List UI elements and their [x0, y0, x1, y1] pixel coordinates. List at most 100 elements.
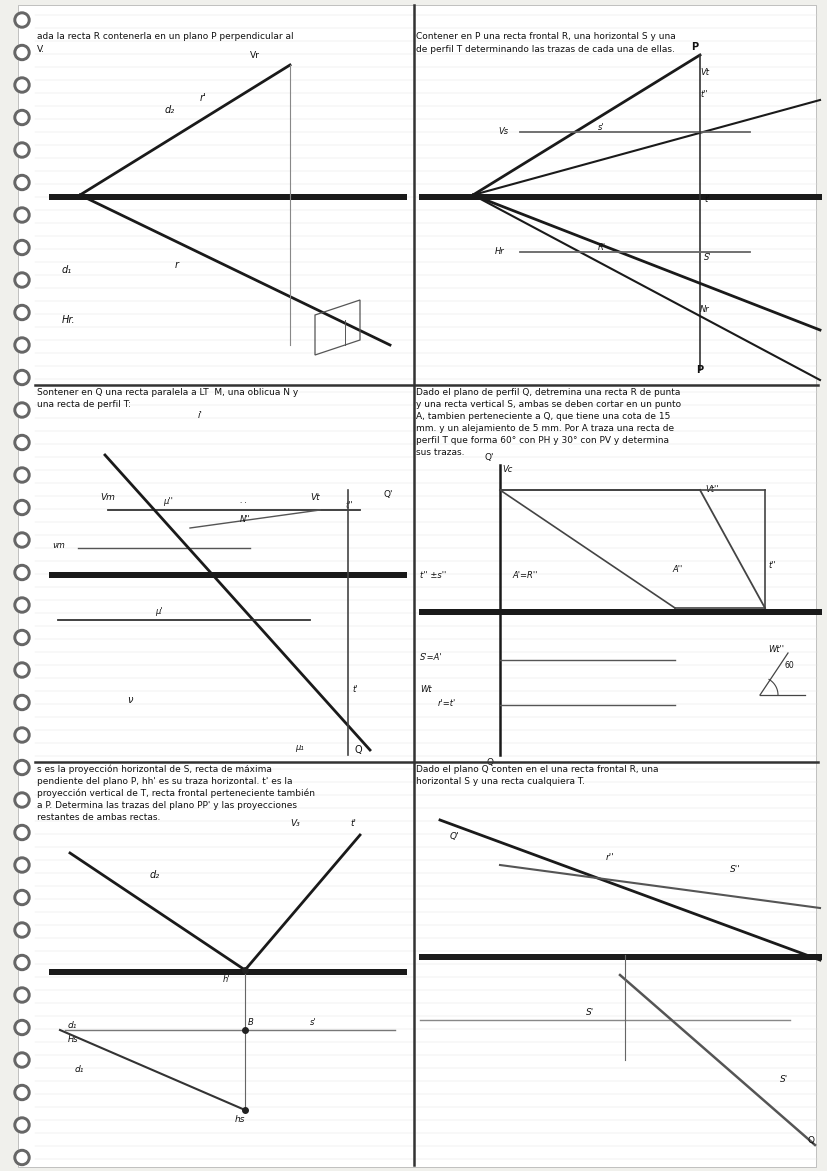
Text: d₁: d₁ — [75, 1066, 84, 1075]
Text: μ': μ' — [155, 607, 162, 616]
Text: ν: ν — [127, 696, 132, 705]
Text: μ₁: μ₁ — [294, 744, 304, 753]
Text: a P. Determina las trazas del plano PP' y las proyecciones: a P. Determina las trazas del plano PP' … — [37, 801, 297, 810]
Text: d₁: d₁ — [62, 265, 72, 275]
Text: Vs: Vs — [497, 128, 508, 137]
Circle shape — [14, 44, 30, 61]
Circle shape — [14, 1084, 30, 1101]
Text: Q': Q' — [383, 491, 393, 500]
Circle shape — [17, 1152, 27, 1163]
Text: S'': S'' — [729, 865, 740, 875]
Circle shape — [14, 987, 30, 1004]
Circle shape — [14, 760, 30, 775]
Text: h': h' — [222, 975, 230, 984]
Text: N'': N'' — [240, 515, 251, 525]
Text: Hs: Hs — [68, 1035, 79, 1045]
Circle shape — [14, 954, 30, 971]
Text: Dado el plano de perfil Q, detremina una recta R de punta: Dado el plano de perfil Q, detremina una… — [415, 388, 680, 397]
Text: de perfil T determinando las trazas de cada una de ellas.: de perfil T determinando las trazas de c… — [415, 44, 674, 54]
Circle shape — [14, 467, 30, 482]
Text: νm: νm — [52, 541, 65, 549]
Circle shape — [17, 958, 27, 967]
Text: Q: Q — [807, 1136, 814, 1144]
Text: 60: 60 — [784, 660, 794, 670]
Text: r'=t': r'=t' — [437, 698, 456, 707]
Circle shape — [17, 1022, 27, 1033]
Text: B: B — [248, 1018, 253, 1027]
Text: Hr.: Hr. — [62, 315, 75, 326]
Text: d₂: d₂ — [150, 870, 160, 879]
Circle shape — [17, 665, 27, 674]
Text: sus trazas.: sus trazas. — [415, 448, 464, 457]
Circle shape — [17, 568, 27, 577]
Text: t': t' — [351, 685, 357, 694]
Text: t': t' — [703, 196, 709, 205]
Circle shape — [17, 502, 27, 513]
Circle shape — [17, 15, 27, 25]
Text: Wt'': Wt'' — [767, 645, 783, 655]
Circle shape — [14, 890, 30, 905]
Circle shape — [17, 892, 27, 903]
Text: r'': r'' — [605, 854, 614, 863]
Circle shape — [14, 1052, 30, 1068]
Circle shape — [17, 470, 27, 480]
Circle shape — [17, 1088, 27, 1097]
Text: Nr: Nr — [699, 306, 709, 315]
Circle shape — [14, 12, 30, 28]
Circle shape — [14, 532, 30, 548]
Text: y una recta vertical S, ambas se deben cortar en un punto: y una recta vertical S, ambas se deben c… — [415, 400, 681, 409]
Circle shape — [14, 1117, 30, 1134]
Circle shape — [17, 210, 27, 220]
Circle shape — [17, 80, 27, 90]
Text: Vc: Vc — [501, 465, 512, 474]
Text: i': i' — [198, 411, 203, 419]
Text: Vt: Vt — [309, 493, 319, 502]
Circle shape — [14, 1020, 30, 1035]
Circle shape — [17, 242, 27, 253]
Text: Hr: Hr — [495, 247, 504, 256]
Text: s es la proyección horizontal de S, recta de máxima: s es la proyección horizontal de S, rect… — [37, 765, 271, 774]
Circle shape — [14, 1150, 30, 1165]
Text: d₁: d₁ — [68, 1020, 77, 1029]
Text: Wt: Wt — [419, 685, 431, 694]
Circle shape — [17, 762, 27, 773]
Circle shape — [14, 824, 30, 841]
Text: Q: Q — [355, 745, 362, 755]
Text: hs: hs — [235, 1115, 245, 1124]
Text: restantes de ambas rectas.: restantes de ambas rectas. — [37, 813, 160, 822]
Circle shape — [14, 564, 30, 581]
Text: pendiente del plano P, hh' es su traza horizontal. t' es la: pendiente del plano P, hh' es su traza h… — [37, 778, 292, 786]
Text: d₂: d₂ — [165, 105, 175, 115]
Text: s': s' — [309, 1018, 316, 1027]
Circle shape — [17, 698, 27, 707]
Text: V₃: V₃ — [289, 819, 299, 828]
Circle shape — [17, 730, 27, 740]
Text: Q': Q' — [484, 453, 494, 463]
Circle shape — [14, 110, 30, 125]
Circle shape — [14, 792, 30, 808]
Text: perfil T que forma 60° con PH y 30° con PV y determina: perfil T que forma 60° con PH y 30° con … — [415, 436, 668, 445]
Circle shape — [14, 597, 30, 612]
Circle shape — [14, 240, 30, 255]
Circle shape — [17, 405, 27, 415]
Circle shape — [14, 337, 30, 352]
Circle shape — [14, 922, 30, 938]
Text: S': S' — [586, 1008, 594, 1016]
Text: · ·: · · — [240, 500, 246, 506]
Circle shape — [14, 370, 30, 385]
Text: proyección vertical de T, recta frontal perteneciente también: proyección vertical de T, recta frontal … — [37, 789, 314, 799]
Circle shape — [14, 142, 30, 158]
Text: P: P — [696, 365, 703, 375]
Text: P: P — [691, 42, 698, 52]
Circle shape — [17, 860, 27, 870]
Circle shape — [14, 694, 30, 711]
Circle shape — [14, 727, 30, 744]
Circle shape — [17, 535, 27, 545]
Circle shape — [17, 438, 27, 447]
Circle shape — [17, 340, 27, 350]
Text: Vr: Vr — [250, 52, 260, 60]
Text: t'' ±s'': t'' ±s'' — [419, 570, 446, 580]
Circle shape — [17, 372, 27, 383]
Text: Vt'': Vt'' — [704, 486, 718, 494]
Circle shape — [14, 500, 30, 515]
